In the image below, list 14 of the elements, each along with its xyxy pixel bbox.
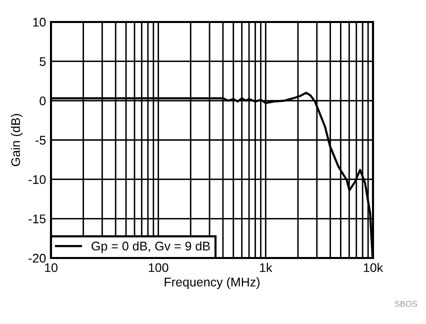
y-tick-label: 5 bbox=[40, 57, 46, 66]
x-axis-title: Frequency (MHz) bbox=[164, 277, 260, 289]
y-tick-label: -15 bbox=[28, 214, 46, 224]
legend-label: Gp = 0 dB, Gv = 9 dB bbox=[92, 241, 210, 253]
y-tick-label: -5 bbox=[36, 136, 46, 145]
x-tick-label: 1k bbox=[260, 262, 272, 272]
x-tick-label: 100 bbox=[148, 263, 168, 272]
y-axis-title: Gain (dB) bbox=[10, 114, 23, 166]
text: SBOS bbox=[394, 300, 418, 307]
x-tick-label: 10k bbox=[364, 262, 384, 272]
y-tick-label: -10 bbox=[28, 175, 46, 184]
y-tick-label: 10 bbox=[33, 18, 46, 27]
y-tick-label: 0 bbox=[40, 96, 46, 106]
y-tick-label: -20 bbox=[28, 254, 46, 263]
